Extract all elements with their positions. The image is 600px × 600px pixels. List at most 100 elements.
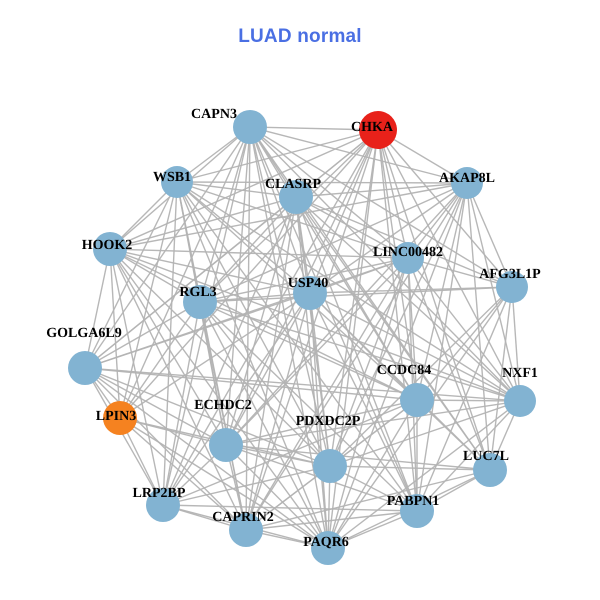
graph-edge [327,399,418,549]
graph-edge [162,181,178,506]
graph-node-pabpn1[interactable] [400,494,434,528]
graph-edge [329,129,379,467]
graph-edge [245,465,331,531]
graph-edge [466,182,521,402]
graph-edge [225,400,521,446]
graph-edge [245,469,491,531]
graph-edge [84,367,521,402]
graph-edge [416,182,468,401]
graph-edge [109,196,297,250]
graph-node-pdxdc2p[interactable] [313,449,347,483]
graph-edge [466,182,513,288]
graph-edge [109,248,164,506]
graph-edge [119,417,247,531]
node-layer [68,110,536,565]
graph-edge [249,126,379,131]
graph-edge [225,444,329,549]
graph-edge [84,367,331,467]
graph-edge [176,129,379,183]
graph-edge [416,286,513,512]
graph-edge [245,257,409,531]
graph-edge [329,286,513,467]
graph-edge [377,129,491,471]
graph-node-luc7l[interactable] [473,453,507,487]
graph-edge [119,301,201,419]
graph-edge [84,248,111,369]
graph-edge [109,248,409,259]
graph-edge [295,196,521,402]
graph-node-nxf1[interactable] [504,385,536,417]
graph-node-usp40[interactable] [293,276,327,310]
graph-edge [119,417,329,549]
graph-edge [377,129,409,259]
graph-edge [377,129,418,512]
graph-edge [176,181,311,294]
graph-node-echdc2[interactable] [209,428,243,462]
graph-node-wsb1[interactable] [161,166,193,198]
graph-edge [199,286,513,303]
graph-edge [199,301,521,402]
graph-edge [295,196,491,471]
graph-edge [249,126,468,184]
graph-edge [249,126,521,402]
graph-edge [119,181,178,419]
graph-edge [377,129,521,402]
graph-node-afg3l1p[interactable] [496,271,528,303]
graph-node-rgl3[interactable] [183,285,217,319]
graph-edge [295,196,418,512]
graph-edge [119,129,379,419]
graph-edge [225,444,491,471]
graph-node-ccdc84[interactable] [400,383,434,417]
graph-edge [377,129,513,288]
graph-edge [109,248,521,402]
graph-edge [162,504,418,512]
graph-node-linc00482[interactable] [392,242,424,274]
graph-node-golga6l9[interactable] [68,351,102,385]
graph-edge [309,292,521,402]
graph-edge [327,400,521,549]
graph-edge [199,301,331,467]
graph-node-paqr6[interactable] [311,531,345,565]
graph-node-hook2[interactable] [93,232,127,266]
graph-edge [176,181,468,184]
graph-edge [162,196,297,506]
graph-edge [109,248,418,401]
graph-node-chka[interactable] [359,111,397,149]
graph-edge [309,292,329,549]
graph-edge [84,367,247,531]
graph-edge [162,129,379,506]
graph-node-lpin3[interactable] [103,401,137,435]
graph-edge [295,196,409,259]
graph-node-capn3[interactable] [233,110,267,144]
graph-edge [327,286,513,549]
graph-edge [225,182,468,446]
graph-edge [199,301,329,549]
graph-edge [199,301,418,512]
graph-edge [84,126,251,369]
graph-edge [109,248,201,303]
graph-edge [109,182,468,250]
graph-node-akap8l[interactable] [451,167,483,199]
graph-edge [162,301,201,506]
graph-node-clasrp[interactable] [279,180,313,214]
graph-edge [176,181,297,198]
graph-edge [245,182,468,531]
graph-edge [109,248,121,419]
graph-edge [176,181,331,467]
graph-node-lrp2bp[interactable] [146,488,180,522]
graph-edge [295,182,468,198]
graph-edge [309,292,418,512]
graph-edge [295,196,513,288]
graph-edge [162,465,331,506]
graph-edge [84,292,311,369]
graph-edge [329,400,521,467]
graph-edge [225,399,418,446]
graph-edge [84,367,329,549]
graph-node-caprin2[interactable] [229,513,263,547]
graph-edge [249,126,331,467]
graph-edge [119,126,251,419]
graph-edge [119,292,311,419]
graph-edge [84,367,418,401]
